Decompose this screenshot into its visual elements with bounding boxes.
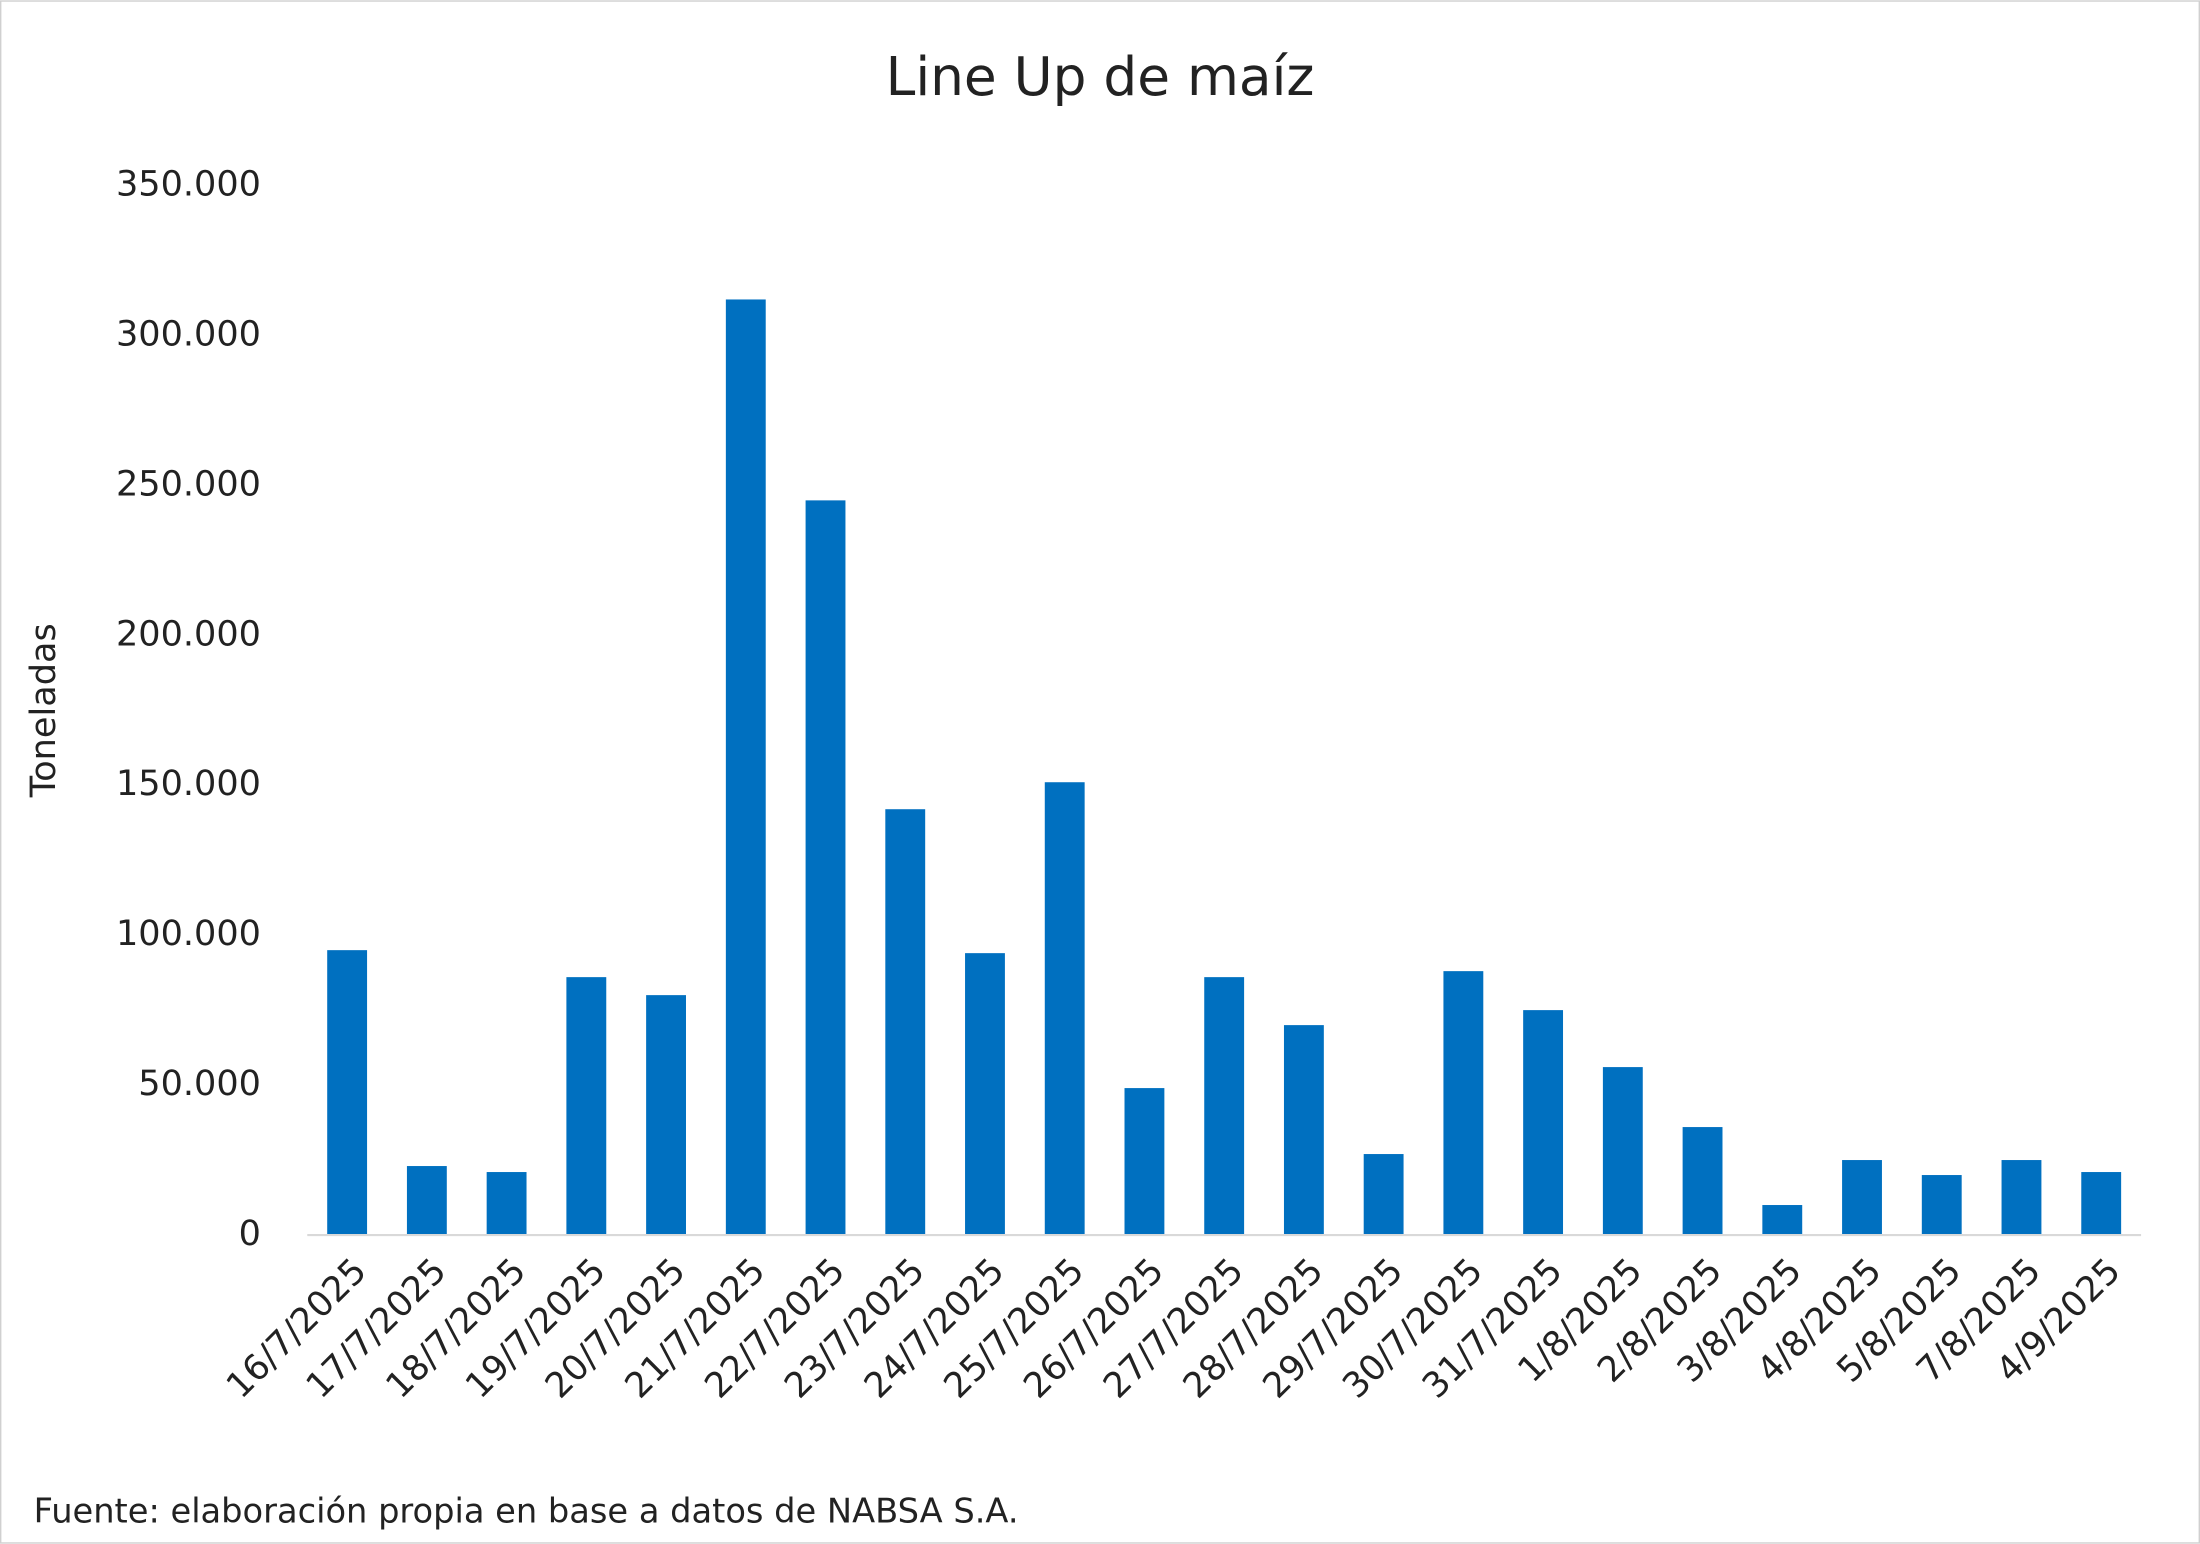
- bar: [1363, 1154, 1404, 1236]
- bar: [486, 1172, 527, 1236]
- bar: [327, 950, 368, 1236]
- bar: [805, 500, 846, 1236]
- bar: [1921, 1175, 1962, 1236]
- bar: [1283, 1025, 1324, 1236]
- bar: [1124, 1088, 1165, 1236]
- bar: [1204, 977, 1245, 1236]
- bar: [1602, 1067, 1643, 1236]
- bar: [965, 953, 1005, 1236]
- y-tick-label: 350.000: [116, 164, 261, 205]
- y-tick-label: 250.000: [116, 463, 261, 504]
- y-tick-label: 150.000: [116, 763, 261, 804]
- y-tick-label: 0: [239, 1213, 261, 1254]
- bar: [1443, 971, 1484, 1236]
- bar: [1682, 1127, 1723, 1236]
- chart-title: Line Up de maíz: [886, 46, 1315, 108]
- bar: [885, 809, 926, 1236]
- bar: [1044, 782, 1085, 1236]
- y-tick-label: 200.000: [116, 613, 261, 654]
- y-axis-label: Toneladas: [23, 623, 64, 798]
- source-note: Fuente: elaboración propia en base a dat…: [34, 1491, 1019, 1530]
- bar: [406, 1166, 447, 1236]
- y-tick-label: 300.000: [116, 313, 261, 354]
- y-tick-label: 50.000: [138, 1063, 261, 1104]
- bar: [2001, 1160, 2042, 1236]
- bar: [1842, 1160, 1882, 1236]
- bar: [2081, 1172, 2122, 1236]
- bar: [566, 977, 607, 1236]
- bar: [1762, 1205, 1803, 1236]
- bar: [646, 995, 686, 1236]
- bar: [1523, 1010, 1564, 1236]
- y-tick-label: 100.000: [116, 913, 261, 954]
- bar: [725, 299, 766, 1236]
